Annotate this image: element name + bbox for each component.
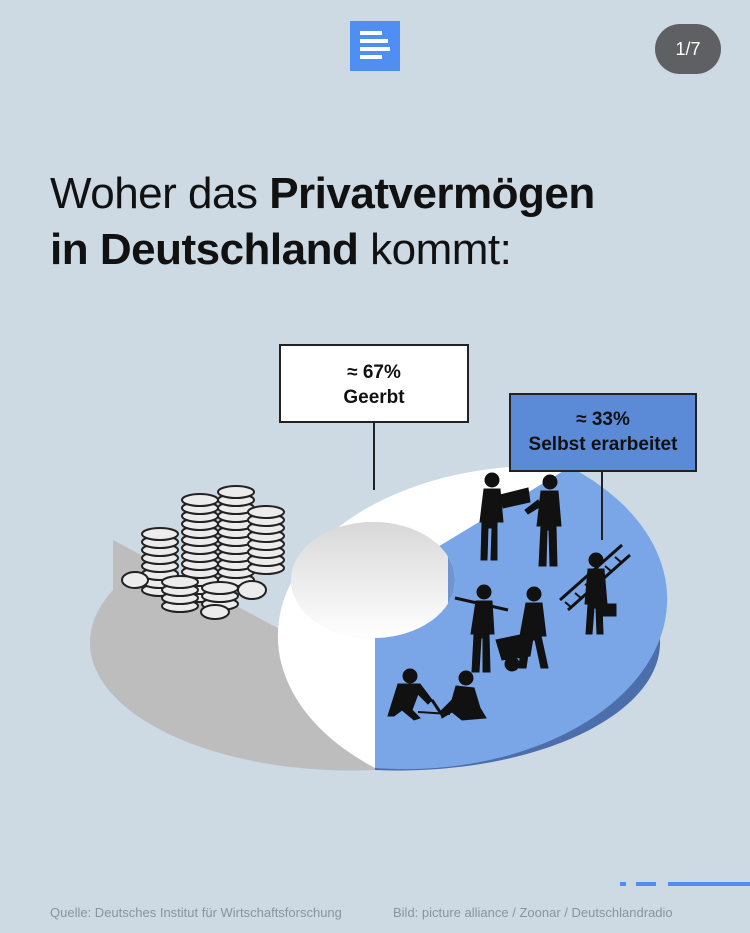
donut-hole (291, 522, 455, 638)
slice-earned-top (375, 467, 668, 770)
workers-silhouettes-icon (387, 472, 631, 721)
slice-value-inherited: ≈ 67% (347, 362, 401, 383)
slice-label-earned: ≈ 33% Selbst erarbeitet (509, 393, 697, 472)
footer-source: Quelle: Deutsches Institut für Wirtschaf… (50, 905, 342, 920)
deutschlandfunk-logo-icon (350, 21, 400, 71)
slice-label-inherited: ≈ 67% Geerbt (279, 344, 469, 423)
slice-name-earned: Selbst erarbeitet (528, 434, 678, 455)
page-title: Woher das Privatvermögen in Deutschland … (50, 169, 595, 274)
page-indicator[interactable]: 1/7 (655, 24, 721, 74)
slice-value-earned: ≈ 33% (576, 409, 630, 430)
footer-credit: Bild: picture alliance / Zoonar / Deutsc… (393, 905, 673, 920)
coin-stacks-icon (121, 485, 285, 620)
slice-name-inherited: Geerbt (343, 387, 405, 408)
